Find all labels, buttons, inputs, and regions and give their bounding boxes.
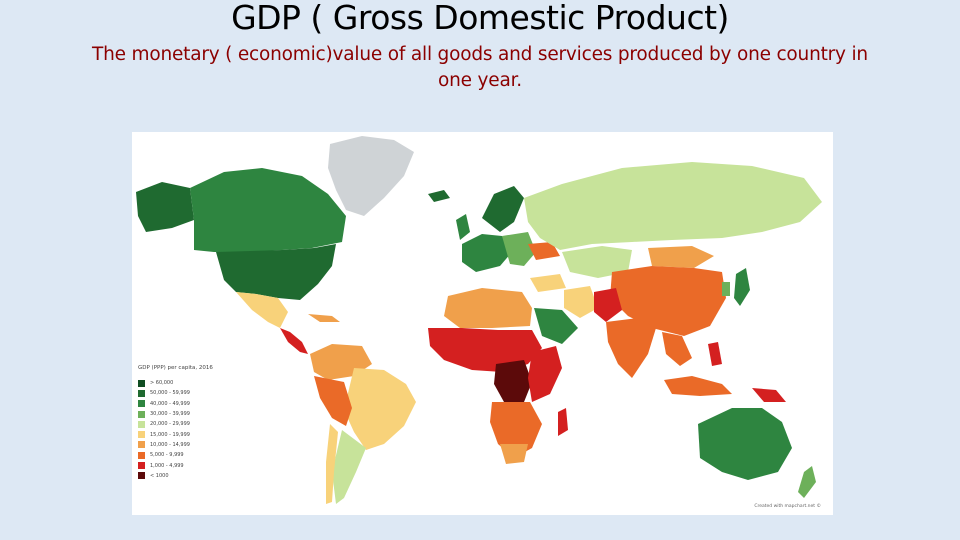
region-greenland [328, 136, 414, 216]
region-russia [524, 162, 822, 250]
region-afghanistan-pakistan [594, 288, 622, 322]
legend-swatch [138, 472, 145, 480]
region-kazakhstan [562, 246, 632, 278]
region-chile [326, 424, 338, 504]
region-canada [190, 168, 346, 252]
legend-label: > 60,000 [150, 380, 174, 387]
legend-label: 5,000 - 9,999 [150, 452, 184, 459]
region-ukraine [528, 242, 560, 260]
legend-swatch [138, 400, 145, 408]
region-australia [698, 408, 792, 480]
region-western-europe [462, 234, 512, 272]
slide-title: GDP ( Gross Domestic Product) [231, 0, 729, 37]
legend-item: 15,000 - 19,999 [135, 429, 255, 439]
region-new-zealand [798, 466, 816, 498]
region-uk [456, 214, 470, 240]
region-iceland [428, 190, 450, 202]
region-caribbean [308, 314, 340, 322]
region-korea [722, 282, 730, 296]
region-peru-bolivia [314, 376, 352, 426]
legend-label: < 1000 [150, 472, 169, 479]
region-india [606, 318, 656, 378]
region-central-america [280, 328, 308, 354]
legend-label: 50,000 - 59,999 [150, 390, 190, 397]
legend-swatch [138, 441, 145, 449]
region-mongolia [648, 246, 714, 268]
region-indonesia [664, 376, 732, 396]
region-east-africa [528, 346, 562, 402]
world-gdp-map: GDP (PPP) per capita, 2016 > 60,000 50,0… [132, 132, 833, 515]
region-scandinavia [482, 186, 524, 232]
world-map-svg [136, 136, 822, 504]
region-argentina [332, 430, 366, 504]
legend-label: 1,000 - 4,999 [150, 462, 184, 469]
legend-swatch [138, 410, 145, 418]
legend-item: 20,000 - 29,999 [135, 419, 255, 429]
region-madagascar [558, 408, 568, 436]
legend-item: 1,000 - 4,999 [135, 460, 255, 470]
region-south-africa [500, 444, 528, 464]
legend-title: GDP (PPP) per capita, 2016 [138, 365, 213, 371]
region-philippines [708, 342, 722, 366]
region-turkey [530, 274, 566, 292]
region-central-africa [494, 360, 532, 402]
legend-item: 40,000 - 49,999 [135, 399, 255, 409]
region-saudi-arabia [534, 308, 578, 344]
region-alaska [136, 182, 194, 232]
region-usa [216, 244, 336, 300]
region-eastern-europe [502, 232, 536, 266]
legend-swatch [138, 431, 145, 439]
legend-label: 40,000 - 49,999 [150, 400, 190, 407]
legend-item: 5,000 - 9,999 [135, 450, 255, 460]
region-png [752, 388, 786, 402]
legend-swatch [138, 379, 145, 387]
legend-label: 30,000 - 39,999 [150, 411, 190, 418]
legend-swatch [138, 462, 145, 470]
legend-swatch [138, 389, 145, 397]
legend-item: 10,000 - 14,999 [135, 440, 255, 450]
legend-swatch [138, 451, 145, 459]
slide-subtitle: The monetary ( economic)value of all goo… [92, 44, 868, 91]
legend-item: 50,000 - 59,999 [135, 388, 255, 398]
legend-label: 20,000 - 29,999 [150, 421, 190, 428]
legend-item: < 1000 [135, 471, 255, 481]
region-japan [734, 268, 750, 306]
legend-item: > 60,000 [135, 378, 255, 388]
region-southeast-asia [662, 332, 692, 366]
legend-item: 30,000 - 39,999 [135, 409, 255, 419]
legend-label: 15,000 - 19,999 [150, 431, 190, 438]
region-west-africa [428, 328, 542, 372]
region-iran [564, 286, 598, 318]
legend-label: 10,000 - 14,999 [150, 441, 190, 448]
legend-swatch [138, 420, 145, 428]
region-north-africa [444, 288, 532, 328]
region-mexico [236, 292, 288, 328]
region-china [610, 266, 726, 336]
map-legend: GDP (PPP) per capita, 2016 > 60,000 50,0… [135, 364, 255, 481]
region-brazil [344, 368, 416, 450]
map-credit: Created with mapchart.net © [754, 504, 821, 509]
